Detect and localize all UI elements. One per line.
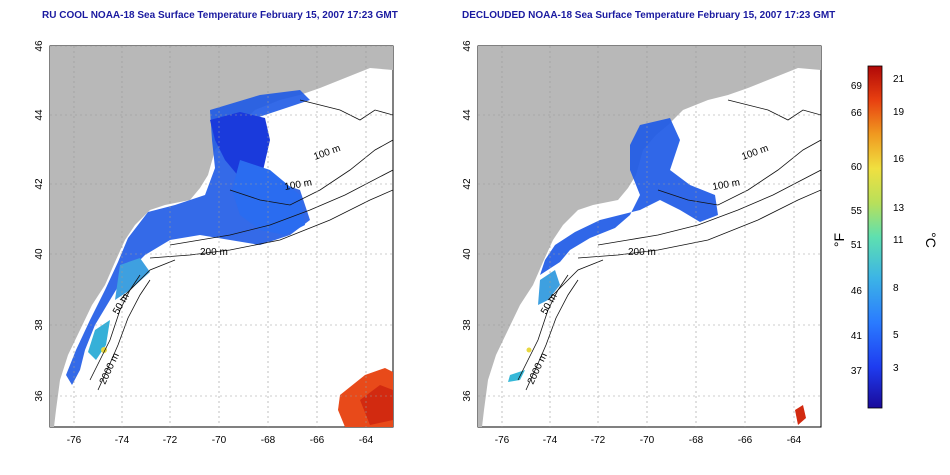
- fahrenheit-ticks: 69 66 60 55 51 46 41 37: [851, 81, 863, 377]
- lon-tick: -64: [359, 435, 374, 446]
- right-lat-ticks: 36 38 40 42 44 46: [462, 40, 473, 402]
- right-panel-title: DECLOUDED NOAA-18 Sea Surface Temperatur…: [462, 10, 836, 21]
- c-tick: 16: [893, 154, 905, 165]
- right-map: 100 m 100 m 200 m 50 m 2000 m 36 38 40 4…: [462, 40, 822, 446]
- lat-tick: 46: [34, 40, 45, 52]
- lat-tick: 42: [34, 178, 45, 190]
- lat-tick: 38: [462, 319, 473, 331]
- lat-tick: 44: [462, 109, 473, 121]
- warm-patch: [795, 405, 806, 425]
- c-tick: 13: [893, 203, 905, 214]
- lon-tick: -68: [689, 435, 704, 446]
- colorbar: 69 66 60 55 51 46 41 37 21 19 16 13 11 8…: [831, 65, 939, 409]
- f-tick: 51: [851, 240, 863, 251]
- f-tick: 41: [851, 331, 863, 342]
- c-tick: 8: [893, 283, 899, 294]
- c-tick: 19: [893, 107, 905, 118]
- lon-tick: -74: [115, 435, 130, 446]
- lat-tick: 44: [34, 109, 45, 121]
- sst-field: [540, 118, 718, 275]
- lon-tick: -74: [543, 435, 558, 446]
- c-tick: 21: [893, 74, 905, 85]
- c-tick: 5: [893, 330, 899, 341]
- contour-label: 200 m: [628, 247, 656, 258]
- lat-tick: 36: [462, 390, 473, 402]
- lon-tick: -70: [212, 435, 227, 446]
- land-mass: [478, 46, 821, 427]
- lat-tick: 42: [462, 178, 473, 190]
- lat-tick: 36: [34, 390, 45, 402]
- left-lat-ticks: 36 38 40 42 44 46: [34, 40, 45, 402]
- f-tick: 37: [851, 366, 863, 377]
- fahrenheit-unit: °F: [831, 233, 847, 247]
- lon-tick: -68: [261, 435, 276, 446]
- land-mass: [50, 46, 393, 427]
- contour-label: 100 m: [284, 177, 313, 193]
- contour-label: 200 m: [200, 247, 228, 258]
- left-lon-ticks: -76 -74 -72 -70 -68 -66 -64: [67, 435, 374, 446]
- lat-tick: 40: [34, 248, 45, 260]
- sst-field: [66, 90, 310, 385]
- lon-tick: -72: [163, 435, 178, 446]
- lat-tick: 38: [34, 319, 45, 331]
- lon-tick: -70: [640, 435, 655, 446]
- right-lon-ticks: -76 -74 -72 -70 -68 -66 -64: [495, 435, 802, 446]
- contour-label: 100 m: [712, 177, 741, 193]
- f-tick: 69: [851, 81, 863, 92]
- lon-tick: -66: [738, 435, 753, 446]
- lon-tick: -76: [67, 435, 82, 446]
- left-map: 100 m 100 m 200 m 50 m 2000 m 36 38 40 4…: [34, 40, 394, 446]
- lat-tick: 46: [462, 40, 473, 52]
- lon-tick: -72: [591, 435, 606, 446]
- lon-tick: -76: [495, 435, 510, 446]
- c-tick: 11: [893, 235, 904, 246]
- lat-tick: 40: [462, 248, 473, 260]
- f-tick: 46: [851, 286, 863, 297]
- f-tick: 55: [851, 206, 863, 217]
- lon-tick: -64: [787, 435, 802, 446]
- f-tick: 60: [851, 162, 863, 173]
- celsius-unit: °C: [923, 232, 939, 248]
- c-tick: 3: [893, 363, 899, 374]
- f-tick: 66: [851, 108, 863, 119]
- colorbar-gradient: [867, 65, 883, 409]
- lon-tick: -66: [310, 435, 325, 446]
- celsius-ticks: 21 19 16 13 11 8 5 3: [893, 74, 905, 374]
- left-panel-title: RU COOL NOAA-18 Sea Surface Temperature …: [42, 10, 398, 21]
